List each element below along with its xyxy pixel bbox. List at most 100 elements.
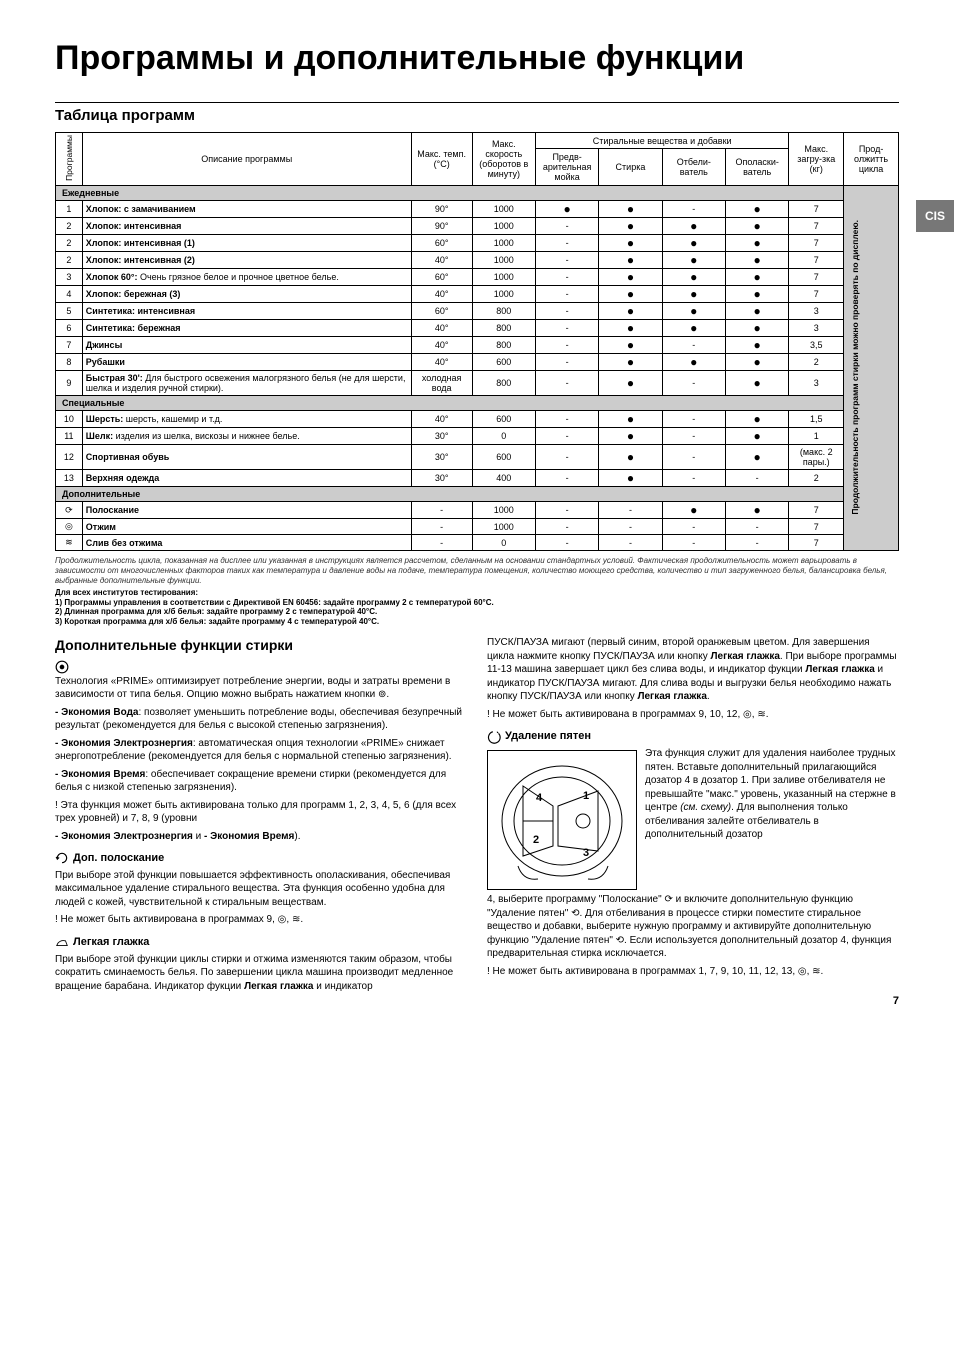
table-cell: 3: [56, 269, 83, 286]
table-cell: 60°: [411, 269, 472, 286]
table-cell: ●: [599, 252, 662, 269]
table-cell: 40°: [411, 411, 472, 428]
table-cell: -: [662, 519, 725, 535]
easy-iron-description: При выборе этой функции циклы стирки и о…: [55, 953, 467, 994]
table-cell: ●: [725, 286, 788, 303]
col-bleach: Отбели-ватель: [662, 149, 725, 186]
table-cell: 1000: [472, 519, 535, 535]
program-description: Хлопок: интенсивная: [82, 218, 411, 235]
table-cell: 400: [472, 470, 535, 487]
table-cell: 90°: [411, 218, 472, 235]
table-cell: 90°: [411, 201, 472, 218]
table-cell: 7: [789, 535, 844, 551]
table-cell: -: [662, 371, 725, 396]
table-cell: 800: [472, 303, 535, 320]
easy-iron-heading: Легкая глажка: [55, 935, 467, 950]
table-cell: -: [535, 252, 598, 269]
table-cell: ●: [599, 470, 662, 487]
table-cell: 40°: [411, 354, 472, 371]
table-cell: 1000: [472, 235, 535, 252]
table-cell: 600: [472, 354, 535, 371]
svg-text:1: 1: [583, 790, 589, 802]
table-cell: ●: [725, 320, 788, 337]
prime-restriction-2: - Экономия Электрознергия и - Экономия В…: [55, 830, 467, 844]
eco-water: - Экономия Вода: позволяет уменьшить пот…: [55, 706, 467, 733]
table-cell: 1000: [472, 252, 535, 269]
table-cell: 11: [56, 428, 83, 445]
table-cell: ●: [662, 235, 725, 252]
col-softener: Ополаски-ватель: [725, 149, 788, 186]
table-cell: ●: [662, 354, 725, 371]
program-description: Спортивная обувь: [82, 445, 411, 470]
table-cell: -: [535, 519, 598, 535]
duration-footnote: Продолжительность цикла, показанная на д…: [55, 556, 899, 585]
table-cell: 60°: [411, 235, 472, 252]
table-cell: -: [662, 535, 725, 551]
table-cell: ●: [662, 269, 725, 286]
table-cell: -: [535, 502, 598, 519]
table-cell: ●: [725, 445, 788, 470]
table-cell: 1,5: [789, 411, 844, 428]
table-cell: ●: [725, 252, 788, 269]
program-description: Рубашки: [82, 354, 411, 371]
table-cell: 1000: [472, 201, 535, 218]
table-cell: ●: [599, 411, 662, 428]
col-detergents-group: Стиральные вещества и добавки: [535, 133, 788, 149]
table-cell: ●: [599, 286, 662, 303]
page-title: Программы и дополнительные функции: [55, 40, 899, 77]
table-cell: 40°: [411, 320, 472, 337]
table-cell: 40°: [411, 252, 472, 269]
table-cell: 600: [472, 411, 535, 428]
table-cell: 1: [789, 428, 844, 445]
table-cell: -: [725, 519, 788, 535]
prime-description: Технология «PRIME» оптимизирует потребле…: [55, 675, 467, 702]
table-cell: (макс. 2 пары.): [789, 445, 844, 470]
table-cell: 7: [789, 252, 844, 269]
table-cell: 30°: [411, 428, 472, 445]
col-wash: Стирка: [599, 149, 662, 186]
table-cell: -: [662, 411, 725, 428]
group-header: Ежедневные: [56, 186, 844, 201]
table-cell: 9: [56, 371, 83, 396]
stain-removal-p2: 4, выберите программу "Полоскание" ⟳ и в…: [487, 893, 899, 961]
program-description: Слив без отжима: [82, 535, 411, 551]
table-cell: -: [535, 269, 598, 286]
table-cell: 7: [56, 337, 83, 354]
table-cell: ●: [599, 303, 662, 320]
stain-removal-restriction: ! Не может быть активирована в программа…: [487, 965, 899, 979]
table-cell: 13: [56, 470, 83, 487]
extra-rinse-restriction: ! Не может быть активирована в программа…: [55, 913, 467, 927]
table-cell: 800: [472, 320, 535, 337]
table-cell: 6: [56, 320, 83, 337]
dispenser-diagram: 4 1 2 3: [487, 750, 637, 890]
table-cell: 2: [56, 235, 83, 252]
program-description: Хлопок 60°: Очень грязное белое и прочно…: [82, 269, 411, 286]
table-cell: -: [535, 303, 598, 320]
table-cell: ●: [662, 320, 725, 337]
right-column: ПУСК/ПАУЗА мигают (первый синим, второй …: [487, 636, 899, 997]
table-cell: 3: [789, 303, 844, 320]
table-cell: ●: [599, 371, 662, 396]
table-cell: -: [662, 337, 725, 354]
table-cell: 2: [789, 354, 844, 371]
table-cell: 3: [789, 320, 844, 337]
table-cell: -: [535, 354, 598, 371]
table-cell: ●: [599, 269, 662, 286]
table-cell: ●: [725, 411, 788, 428]
page-number: 7: [893, 995, 899, 1007]
table-cell: 1000: [472, 218, 535, 235]
table-cell: ●: [725, 303, 788, 320]
side-language-tab: CIS: [916, 200, 954, 232]
table-cell: 800: [472, 371, 535, 396]
table-cell: -: [535, 428, 598, 445]
table-cell: -: [535, 337, 598, 354]
table-cell: ●: [662, 252, 725, 269]
stain-icon: [487, 730, 501, 744]
prime-icon: [55, 660, 69, 674]
table-cell: ⟳: [56, 502, 83, 519]
rinse-icon: [55, 851, 69, 865]
col-description: Описание программы: [82, 133, 411, 186]
table-cell: 800: [472, 337, 535, 354]
col-speed: Макс. скорость (оборотов в минуту): [472, 133, 535, 186]
table-cell: -: [535, 235, 598, 252]
